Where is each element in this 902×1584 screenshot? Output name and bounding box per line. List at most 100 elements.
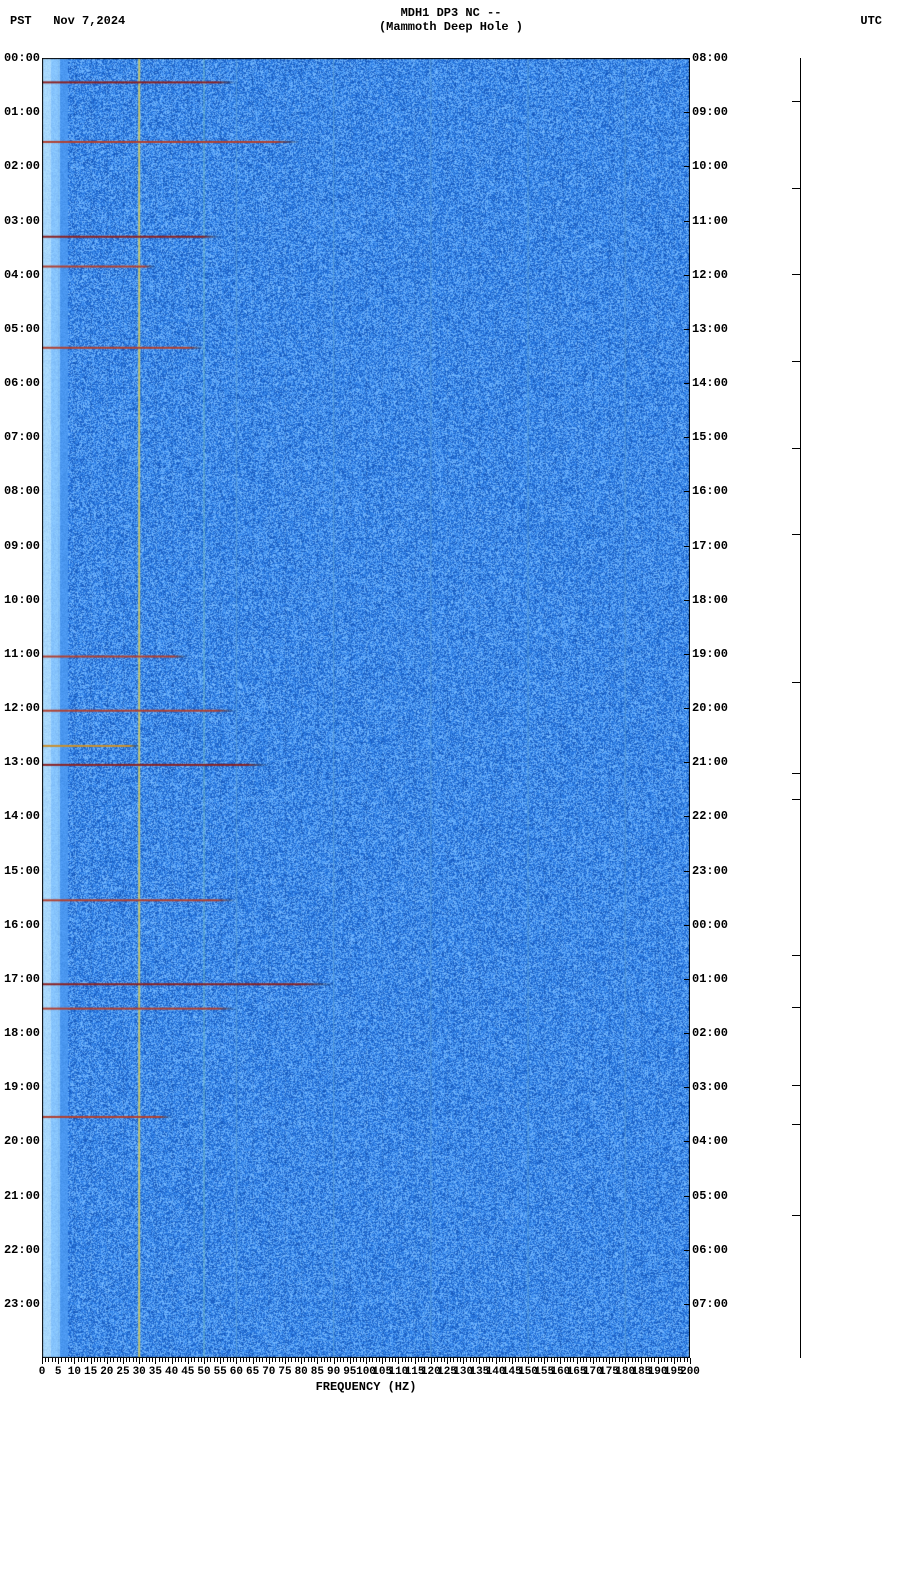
x-tick — [295, 1358, 296, 1362]
x-tick — [360, 1358, 361, 1362]
x-tick — [622, 1358, 623, 1362]
y-axis-right: 08:0009:0010:0011:0012:0013:0014:0015:00… — [690, 58, 748, 1358]
x-tick-label: 90 — [327, 1366, 340, 1378]
x-tick — [385, 1358, 386, 1362]
x-tick — [671, 1358, 672, 1362]
side-tick — [792, 1124, 800, 1125]
x-tick — [486, 1358, 487, 1362]
x-tick — [408, 1358, 409, 1362]
x-tick — [411, 1358, 412, 1362]
side-tick — [792, 101, 800, 102]
x-tick-label: 65 — [246, 1366, 259, 1378]
y-tick-label: 02:00 — [692, 1026, 728, 1040]
y-tick-label: 09:00 — [692, 105, 728, 119]
x-tick — [648, 1358, 649, 1362]
x-tick — [324, 1358, 325, 1362]
x-tick — [220, 1358, 221, 1364]
x-tick — [321, 1358, 322, 1362]
x-tick — [444, 1358, 445, 1362]
x-tick — [175, 1358, 176, 1362]
y-tick-label: 05:00 — [4, 322, 40, 336]
x-tick — [337, 1358, 338, 1362]
x-tick-label: 60 — [230, 1366, 243, 1378]
x-tick-label: 35 — [149, 1366, 162, 1378]
y-tick-label: 23:00 — [692, 864, 728, 878]
x-tick — [246, 1358, 247, 1362]
x-tick — [330, 1358, 331, 1362]
x-tick — [172, 1358, 173, 1364]
x-tick — [483, 1358, 484, 1362]
x-tick — [372, 1358, 373, 1362]
y-tick-label: 21:00 — [4, 1189, 40, 1203]
x-tick — [567, 1358, 568, 1362]
y-tick-label: 11:00 — [692, 214, 728, 228]
x-tick — [314, 1358, 315, 1362]
x-tick — [593, 1358, 594, 1364]
x-tick — [528, 1358, 529, 1364]
x-tick-label: 80 — [295, 1366, 308, 1378]
x-tick — [405, 1358, 406, 1362]
x-tick — [577, 1358, 578, 1364]
x-tick — [453, 1358, 454, 1362]
x-tick — [392, 1358, 393, 1362]
y-tick-label: 14:00 — [4, 809, 40, 823]
x-tick — [479, 1358, 480, 1364]
x-tick — [262, 1358, 263, 1362]
x-tick — [590, 1358, 591, 1362]
y-tick-label: 21:00 — [692, 755, 728, 769]
y-tick-label: 03:00 — [4, 214, 40, 228]
x-tick-label: 85 — [311, 1366, 324, 1378]
x-tick-label: 45 — [181, 1366, 194, 1378]
x-tick — [204, 1358, 205, 1364]
x-axis-title: FREQUENCY (HZ) — [42, 1380, 690, 1394]
y-tick-label: 19:00 — [692, 647, 728, 661]
x-tick-label: 20 — [100, 1366, 113, 1378]
x-tick — [146, 1358, 147, 1362]
x-tick — [421, 1358, 422, 1362]
x-tick — [288, 1358, 289, 1362]
x-tick — [87, 1358, 88, 1362]
x-tick — [198, 1358, 199, 1362]
x-tick — [596, 1358, 597, 1362]
x-tick — [366, 1358, 367, 1364]
x-tick — [687, 1358, 688, 1362]
x-tick — [496, 1358, 497, 1364]
x-tick-label: 200 — [680, 1366, 700, 1378]
y-tick-label: 17:00 — [4, 972, 40, 986]
x-tick — [120, 1358, 121, 1362]
y-tick-label: 08:00 — [4, 484, 40, 498]
x-tick — [304, 1358, 305, 1362]
x-tick — [599, 1358, 600, 1362]
x-tick — [450, 1358, 451, 1362]
header: PST Nov 7,2024 MDH1 DP3 NC -- (Mammoth D… — [0, 6, 902, 36]
y-tick-label: 16:00 — [692, 484, 728, 498]
x-tick — [356, 1358, 357, 1362]
x-tick — [298, 1358, 299, 1362]
x-tick — [369, 1358, 370, 1362]
side-tick — [792, 682, 800, 683]
x-tick-label: 25 — [116, 1366, 129, 1378]
x-tick — [363, 1358, 364, 1362]
x-tick — [615, 1358, 616, 1362]
x-tick — [279, 1358, 280, 1362]
x-tick — [680, 1358, 681, 1362]
x-tick — [547, 1358, 548, 1362]
x-tick-label: 5 — [55, 1366, 62, 1378]
spectrogram-plot — [42, 58, 690, 1358]
x-tick — [603, 1358, 604, 1362]
x-tick — [664, 1358, 665, 1362]
x-tick — [129, 1358, 130, 1362]
x-tick-label: 50 — [197, 1366, 210, 1378]
x-tick — [638, 1358, 639, 1362]
x-tick-label: 15 — [84, 1366, 97, 1378]
x-tick — [609, 1358, 610, 1364]
y-tick — [684, 654, 690, 655]
x-tick — [272, 1358, 273, 1362]
tz-right-label: UTC — [860, 14, 882, 28]
x-tick — [194, 1358, 195, 1362]
x-tick — [619, 1358, 620, 1362]
x-tick — [58, 1358, 59, 1364]
side-tick — [792, 188, 800, 189]
x-tick — [253, 1358, 254, 1364]
x-tick — [152, 1358, 153, 1362]
